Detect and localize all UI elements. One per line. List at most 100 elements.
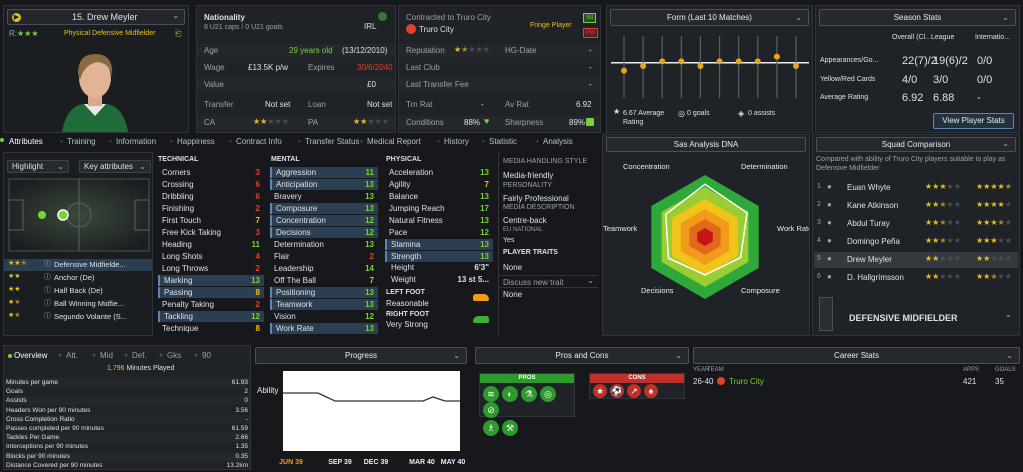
attr-row[interactable]: Long Throws 2	[158, 263, 264, 274]
anticipation-icon[interactable]: ⊘	[483, 402, 499, 418]
attr-row[interactable]: Long Shots 4	[158, 251, 264, 262]
dribbling-icon[interactable]: ♠	[644, 384, 658, 398]
attr-row[interactable]: Passing 8	[158, 287, 264, 298]
attr-row[interactable]: Pace 12	[385, 227, 493, 238]
tab-training[interactable]: Training	[67, 137, 96, 146]
attr-row[interactable]: Concentration 12	[270, 215, 378, 226]
role-row[interactable]: ★★★ ⓘ Defensive Midfielde...	[4, 259, 152, 271]
attr-row[interactable]: Marking 13	[158, 275, 264, 286]
progress-header[interactable]: Progress ⌄	[255, 347, 467, 364]
attr-row[interactable]: First Touch 7	[158, 215, 264, 226]
crossing-icon[interactable]: ↗	[627, 384, 641, 398]
dna-header[interactable]: Sas Analysis DNA	[606, 137, 806, 152]
attr-row[interactable]: Decisions 12	[270, 227, 378, 238]
proscons-header[interactable]: Pros and Cons ⌄	[475, 347, 689, 364]
view-player-stats-button[interactable]: View Player Stats	[933, 113, 1014, 129]
season-header[interactable]: Season Stats ⌄	[819, 9, 1016, 26]
flair-icon[interactable]: ★	[593, 384, 607, 398]
finishing-icon[interactable]: ⚽	[610, 384, 624, 398]
tab-happiness[interactable]: Happiness	[177, 137, 215, 146]
profile-icon[interactable]: ⎗	[175, 29, 182, 38]
discuss-trait-dropdown[interactable]: Discuss new trait ⌄	[499, 275, 598, 288]
form-header[interactable]: Form (Last 10 Matches) ⌄	[610, 9, 809, 26]
squad-row[interactable]: 3 ● Abdul Turay ★★★★★ ★★★★★	[814, 216, 1018, 232]
player-dropdown[interactable]: ▶ 15. Drew Meyler ⌄	[7, 9, 185, 25]
attr-value: 13	[480, 192, 489, 201]
role-row[interactable]: ★★ ⓘ Segundo Volante (S...	[4, 311, 152, 323]
attr-row[interactable]: Vision 12	[270, 311, 378, 322]
attr-row[interactable]: Penalty Taking 2	[158, 299, 264, 310]
tackling-icon[interactable]: ◐	[502, 386, 518, 402]
overview-tab[interactable]: 90	[202, 351, 211, 360]
attr-row[interactable]: Acceleration 13	[385, 167, 493, 178]
chevron-down-icon[interactable]: ⌄	[1005, 310, 1012, 319]
attr-row[interactable]: Flair 2	[270, 251, 378, 262]
tab-history[interactable]: History	[444, 137, 469, 146]
attr-row[interactable]: Finishing 2	[158, 203, 264, 214]
composure-icon[interactable]: ⚗	[521, 386, 537, 402]
attr-row[interactable]: Corners 3	[158, 167, 264, 178]
attr-row[interactable]: Composure 13	[270, 203, 378, 214]
attr-row[interactable]: Leadership 14	[270, 263, 378, 274]
attr-row[interactable]: Stamina 13	[385, 239, 493, 250]
sit-badge[interactable]: Sit	[583, 13, 597, 23]
overview-tab[interactable]: Overview	[14, 351, 48, 360]
attr-row[interactable]: Balance 13	[385, 191, 493, 202]
squad-row[interactable]: 5 ● Drew Meyler ★★★★★ ★★★★★	[814, 252, 1018, 268]
attr-row[interactable]: Bravery 13	[270, 191, 378, 202]
role-row[interactable]: ★★ ⓘ Half Back (De)	[4, 285, 152, 297]
attr-row[interactable]: Off The Ball 7	[270, 275, 378, 286]
attr-row[interactable]: Heading 11	[158, 239, 264, 250]
squad-header[interactable]: Squad Comparison ⌄	[816, 137, 1016, 152]
tab-transfer-status[interactable]: Transfer Status	[305, 137, 360, 146]
tab-medical-report[interactable]: Medical Report	[367, 137, 421, 146]
overview-tab[interactable]: Att.	[66, 351, 79, 360]
tab-statistic[interactable]: Statistic	[489, 137, 518, 146]
attr-value: 2	[255, 264, 260, 273]
highlight-dropdown[interactable]: Highlight ⌄	[7, 160, 69, 173]
overview-row: Goals 2	[6, 387, 250, 396]
overview-label: Headers Won per 90 minutes	[6, 406, 91, 414]
attr-row[interactable]: Positioning 13	[270, 287, 378, 298]
overview-tab[interactable]: Gks	[167, 351, 182, 360]
squad-row[interactable]: 4 ● Domingo Peña ★★★★★ ★★★★★	[814, 234, 1018, 250]
pld-badge[interactable]: Pld	[583, 28, 598, 38]
attr-row[interactable]: Free Kick Taking 3	[158, 227, 264, 238]
career-header[interactable]: Career Stats ⌄	[693, 347, 1020, 364]
squad-row[interactable]: 1 ● Euan Whyte ★★★★★ ★★★★★	[814, 180, 1018, 196]
attr-row[interactable]: Natural Fitness 13	[385, 215, 493, 226]
attr-value: 13	[480, 240, 489, 249]
role-name: Anchor (De)	[54, 273, 95, 282]
stamina-icon[interactable]: ≋	[483, 386, 499, 402]
tab-contract-info[interactable]: Contract Info	[236, 137, 282, 146]
marking-icon[interactable]: ◎	[540, 386, 556, 402]
attr-row[interactable]: Anticipation 13	[270, 179, 378, 190]
attr-row[interactable]: Agility 7	[385, 179, 493, 190]
attr-name: Pace	[389, 228, 408, 237]
squad-pa-stars: ★★★★★	[976, 254, 1012, 263]
attr-row[interactable]: Jumping Reach 17	[385, 203, 493, 214]
attr-row[interactable]: Technique 8	[158, 323, 264, 334]
attr-row[interactable]: Tackling 12	[158, 311, 264, 322]
teamwork-icon[interactable]: ⚒	[502, 420, 518, 436]
attr-row[interactable]: Crossing 6	[158, 179, 264, 190]
overview-tab[interactable]: Mid	[100, 351, 113, 360]
attr-row[interactable]: Aggression 11	[270, 167, 378, 178]
attr-row[interactable]: Teamwork 13	[270, 299, 378, 310]
attr-row[interactable]: Work Rate 13	[270, 323, 378, 334]
key-attributes-dropdown[interactable]: Key attributes ⌄	[79, 160, 151, 173]
attr-row[interactable]: Dribbling 6	[158, 191, 264, 202]
squad-row[interactable]: 2 ● Kane Atkinson ★★★★★ ★★★★★	[814, 198, 1018, 214]
squad-row[interactable]: 6 ● D. Hallgrímsson ★★★★★ ★★★★★	[814, 270, 1018, 286]
role-row[interactable]: ★★ ⓘ Ball Winning Midfie...	[4, 298, 152, 310]
concentration-icon[interactable]: ♗	[483, 420, 499, 436]
role-row[interactable]: ★★ ⓘ Anchor (De)	[4, 272, 152, 284]
squad-rank: 5	[817, 255, 821, 262]
tab-analysis[interactable]: Analysis	[543, 137, 573, 146]
tab-information[interactable]: Information	[116, 137, 157, 146]
attr-row[interactable]: Determination 13	[270, 239, 378, 250]
overview-tab[interactable]: Def.	[132, 351, 147, 360]
tab-attributes[interactable]: Attributes	[9, 137, 43, 146]
career-team[interactable]: Truro City	[729, 377, 764, 386]
attr-row[interactable]: Strength 13	[385, 251, 493, 262]
